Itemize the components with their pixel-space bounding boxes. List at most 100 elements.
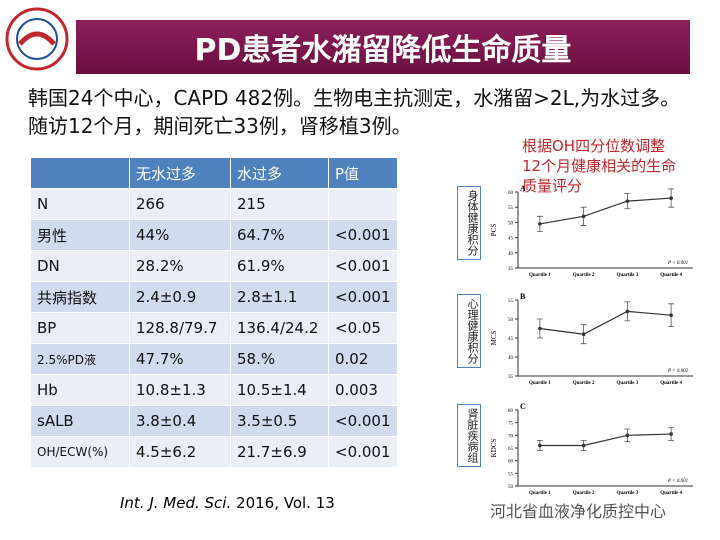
table-cell: 10.8±1.3 [129,374,231,406]
table-row: DN 28.2% 61.9% <0.001 [30,250,398,282]
panel-letter: B [520,292,526,301]
header-cell: 水过多 [230,157,329,189]
table-cell: 2.8±1.1 [230,281,329,313]
table-cell: <0.001 [328,281,398,313]
panel-letter: C [520,402,526,411]
x-tick-label: Quartile 4 [660,273,682,278]
table-cell: N [30,188,130,220]
y-tick-label: 50 [508,221,514,226]
point [581,443,586,448]
x-tick-label: Quartile 1 [529,491,551,496]
table-cell: <0.001 [328,219,398,251]
x-tick-label: Quartile 1 [529,381,551,386]
y-axis-label: PCS [490,224,498,237]
citation-rest: 2016, Vol. 13 [236,494,335,512]
table-row: OH/ECW(%) 4.5±6.2 21.7±6.9 <0.001 [30,436,398,468]
table-cell: 136.4/24.2 [230,312,329,344]
table-cell: 2.4±0.9 [129,281,231,313]
point [669,313,673,317]
y-tick-label: 40 [508,356,514,361]
table-cell: <0.05 [328,312,398,344]
table-cell: 215 [230,188,329,220]
table-cell: 58.% [230,343,329,375]
line [539,310,672,335]
table-cell: 21.7±6.9 [230,436,329,468]
x-tick-label: Quartile 2 [573,491,595,496]
table-cell: <0.001 [328,405,398,437]
chart: A PCS P < 0.001 35 40 45 50 55 60 Quartile 1 Quart… [490,184,693,278]
point [538,222,542,226]
data-table: 无水过多 水过多 P值 N 266 215 男性 44% 64.7% <0.001 DN 28.2% 6… [30,157,398,468]
y-tick-label: 35 [508,267,514,272]
x-tick-label: Quartile 4 [660,381,682,386]
table-row: 2.5%PD液 47.7% 58.% 0.02 [30,343,398,375]
point [625,199,630,203]
side-label: 心理健康积分 [457,294,481,368]
y-tick-label: 75 [508,422,514,427]
table-cell: Hb [30,374,130,406]
point [669,432,673,436]
logo [5,7,69,71]
table-cell: DN [30,250,130,282]
y-tick-label: 60 [508,191,514,196]
table-cell: 3.5±0.5 [230,405,329,437]
chart: C KDCS P < 0.001 50 55 60 65 70 75 80 Quartile 1 Qu… [490,402,693,496]
point [581,214,586,219]
point [625,309,630,314]
table-cell: 61.9% [230,250,329,282]
p-value: P = 0.002 [667,369,689,374]
y-tick-label: 40 [508,252,514,257]
line [539,433,672,447]
header-row: 无水过多 水过多 P值 [30,157,398,189]
line [539,197,672,225]
table-cell: 男性 [30,219,130,251]
y-tick-label: 50 [508,485,514,490]
point [625,433,630,438]
table-row: N 266 215 [30,188,398,220]
table-row: Hb 10.8±1.3 10.5±1.4 0.003 [30,374,398,406]
table-cell: 64.7% [230,219,329,251]
table-cell: 4.5±6.2 [129,436,231,468]
y-tick-label: 60 [508,460,514,465]
y-tick-label: 45 [508,337,514,342]
table-row: 共病指数 2.4±0.9 2.8±1.1 <0.001 [30,281,398,313]
y-tick-label: 55 [508,206,514,211]
table-cell: 2.5%PD液 [30,343,130,375]
table-row: 男性 44% 64.7% <0.001 [30,219,398,251]
side-label: 肾脏疾病组 [457,404,481,467]
side-label: 身体健康积分 [457,186,481,260]
table-cell [328,188,398,220]
y-tick-label: 80 [508,409,514,414]
chart: B MCS P = 0.002 35 40 45 50 55 Quartile 1 Quartil… [490,292,693,386]
header-cell: P值 [328,157,398,189]
table-cell: 266 [129,188,231,220]
header-cell [30,157,130,189]
table-cell: <0.001 [328,436,398,468]
table-cell: 47.7% [129,343,231,375]
x-tick-label: Quartile 3 [616,381,638,386]
table-cell: 共病指数 [30,281,130,313]
table-cell: sALB [30,405,130,437]
y-tick-label: 70 [508,434,514,439]
p-value: P < 0.001 [667,261,688,266]
y-tick-label: 65 [508,447,514,452]
table-cell: BP [30,312,130,344]
table-cell: 3.8±0.4 [129,405,231,437]
y-tick-label: 55 [508,472,514,477]
table-cell: 10.5±1.4 [230,374,329,406]
point [538,443,542,448]
panel-letter: A [520,184,526,193]
p-value: P < 0.001 [667,479,688,484]
table-cell: 128.8/79.7 [129,312,231,344]
table-row: BP 128.8/79.7 136.4/24.2 <0.05 [30,312,398,344]
table-cell: 28.2% [129,250,231,282]
table-cell: OH/ECW(%) [30,436,130,468]
point [538,326,542,331]
citation: Int. J. Med. Sci. 2016, Vol. 13 [120,494,335,512]
annotation: 根据OH四分位数调整12个月健康相关的生命质量评分 [522,137,677,195]
table-cell: <0.001 [328,250,398,282]
x-tick-label: Quartile 3 [616,491,638,496]
y-tick-label: 35 [508,375,514,380]
y-axis-label: MCS [490,331,498,346]
